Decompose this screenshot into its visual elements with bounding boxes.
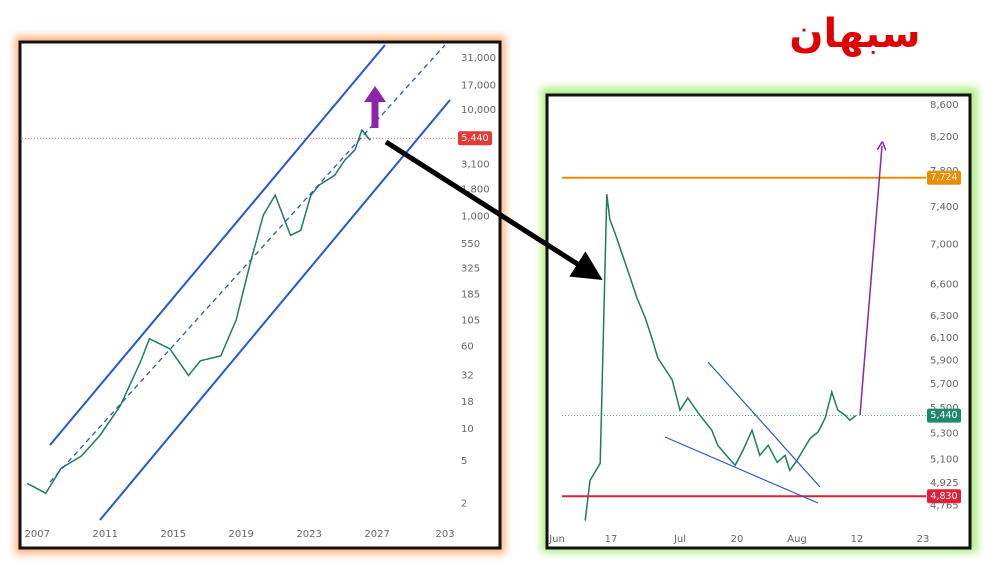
- link-arrow: [384, 139, 603, 281]
- y-tick-label: 18: [461, 397, 474, 408]
- y-tick-label: 10,000: [461, 105, 496, 116]
- y-tick-label: 105: [461, 316, 480, 327]
- x-tick-label: 17: [605, 534, 618, 545]
- x-tick-label: 203: [436, 529, 455, 540]
- up-arrow-head: [364, 86, 386, 102]
- y-tick-label: 7,000: [930, 240, 959, 251]
- x-tick-label: 20: [731, 534, 744, 545]
- x-tick-label: 2027: [364, 529, 389, 540]
- price-line: [26, 128, 371, 495]
- x-tick-label: 23: [917, 534, 930, 545]
- y-tick-label: 5: [461, 456, 467, 467]
- y-tick-label: 6,600: [930, 279, 959, 290]
- y-tick-label: 4,925: [930, 478, 959, 489]
- price-line: [584, 194, 857, 521]
- price-tag: [927, 170, 961, 185]
- y-tick-label: 185: [461, 289, 480, 300]
- price-tag-label: 7,724: [930, 172, 957, 183]
- channel-mid: [49, 44, 446, 483]
- x-tick-label: 2023: [296, 529, 321, 540]
- y-tick-label: 10: [461, 424, 474, 435]
- plots: 31,00017,00010,0003,1001,8001,0005503251…: [22, 53, 961, 545]
- wedge-line: [707, 361, 821, 488]
- x-tick-label: 2011: [93, 529, 118, 540]
- y-tick-label: 8,600: [930, 100, 959, 111]
- y-tick-label: 32: [461, 370, 474, 381]
- y-tick-label: 5,100: [930, 454, 959, 465]
- price-tag-label: 5,440: [930, 410, 957, 421]
- price-tag-label: 5,440: [461, 133, 488, 144]
- target-arrow: [859, 146, 882, 416]
- y-tick-label: 1,800: [461, 184, 490, 195]
- y-tick-label: 31,000: [461, 53, 496, 64]
- y-tick-label: 6,300: [930, 311, 959, 322]
- price-tag: [458, 131, 492, 146]
- right-panel: [545, 93, 972, 550]
- y-tick-label: 5,300: [930, 428, 959, 439]
- y-tick-label: 325: [461, 263, 480, 274]
- x-tick-label: Jun: [548, 534, 565, 545]
- x-tick-label: Aug: [787, 534, 807, 545]
- channel-line: [99, 99, 451, 521]
- x-tick-label: 2015: [161, 529, 186, 540]
- y-tick-label: 5,900: [930, 356, 959, 367]
- y-tick-label: 60: [461, 341, 474, 352]
- y-tick-label: 7,400: [930, 202, 959, 213]
- y-tick-label: 5,700: [930, 379, 959, 390]
- left-panel: [18, 40, 502, 550]
- y-tick-label: 6,100: [930, 333, 959, 344]
- price-tag-label: 4,830: [930, 491, 957, 502]
- x-tick-label: 2019: [228, 529, 253, 540]
- y-tick-label: 1,000: [461, 212, 490, 223]
- y-tick-label: 17,000: [461, 81, 496, 92]
- x-tick-label: 12: [851, 534, 864, 545]
- wedge-line: [664, 436, 819, 504]
- drawings: [49, 44, 882, 521]
- y-tick-label: 8,200: [930, 132, 959, 143]
- page-title: سبهان: [789, 11, 920, 57]
- y-tick-label: 550: [461, 239, 480, 250]
- channel-line: [49, 44, 386, 446]
- price-tag: [927, 489, 961, 504]
- x-tick-label: 2007: [25, 529, 50, 540]
- y-tick-label: 4,765: [930, 500, 959, 511]
- price-tag: [927, 408, 961, 423]
- x-tick-label: Jul: [673, 534, 686, 545]
- y-tick-label: 2: [461, 499, 467, 510]
- y-tick-label: 3,100: [461, 159, 490, 170]
